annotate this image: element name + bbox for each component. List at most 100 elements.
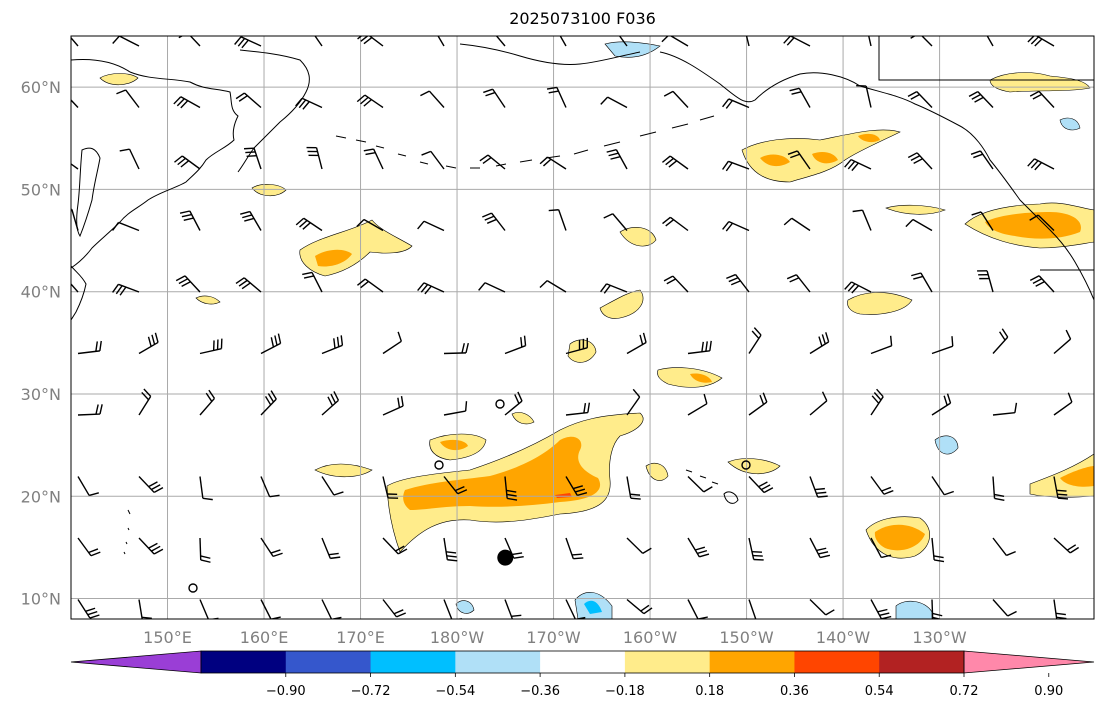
wind-barb xyxy=(748,599,767,619)
wind-barb xyxy=(539,280,567,293)
wind-barb xyxy=(417,220,445,232)
colorbar-segment xyxy=(794,651,880,673)
contour-yellow-small-14 xyxy=(511,412,535,425)
contour-orange-e xyxy=(1060,466,1094,487)
contour-orange-nw xyxy=(315,249,352,267)
contour-blue-6 xyxy=(1059,117,1081,131)
wind-barb xyxy=(199,338,223,355)
map-title: 2025073100 F036 xyxy=(509,9,656,28)
wind-barb xyxy=(783,217,811,232)
calm-circle xyxy=(434,460,444,470)
shaded-contours xyxy=(99,41,1094,619)
wind-barb xyxy=(382,476,399,499)
wind-barb xyxy=(77,404,103,416)
contour-yellow-small-5 xyxy=(619,227,657,247)
coast-mariana xyxy=(123,509,131,555)
colorbar-frame xyxy=(200,650,965,674)
wind-barb xyxy=(626,537,652,554)
wind-barb xyxy=(71,36,79,47)
wind-barb xyxy=(606,149,628,170)
wind-barb xyxy=(443,401,468,416)
wind-barb xyxy=(870,537,892,559)
wind-barb xyxy=(603,213,628,231)
wind-barb xyxy=(382,599,406,618)
lat-tick-label: 60°N xyxy=(21,78,61,97)
location-marker xyxy=(497,549,514,566)
wind-barb xyxy=(356,94,384,109)
wind-barb xyxy=(1029,90,1055,108)
wind-barbs xyxy=(71,36,1080,619)
wind-barb xyxy=(77,340,102,355)
wind-barb xyxy=(138,332,159,355)
contour-yellow-small-4 xyxy=(567,339,597,363)
wind-barb xyxy=(240,210,262,231)
wind-barb xyxy=(495,36,506,47)
colorbar-segment xyxy=(624,651,711,673)
contour-orange-central xyxy=(403,436,601,510)
coast-aleutians xyxy=(335,115,715,169)
wind-barb xyxy=(174,155,201,170)
wind-barb xyxy=(870,476,894,495)
colorbar-tick-label: 0.90 xyxy=(1034,684,1063,699)
contour-yellow-small-3 xyxy=(599,289,644,319)
wind-barb xyxy=(661,155,689,170)
colorbar-tick-label: −0.18 xyxy=(605,684,645,699)
wind-barb xyxy=(809,598,835,616)
lon-tick-label: 140°W xyxy=(816,628,871,647)
wind-barb xyxy=(1053,329,1072,355)
wind-barb xyxy=(931,537,945,563)
wind-barb xyxy=(1053,599,1067,619)
wind-barb xyxy=(844,158,872,172)
small-markers xyxy=(188,399,751,593)
wind-barb xyxy=(565,599,586,619)
contour-yellow-small-15 xyxy=(195,295,221,305)
wind-barb xyxy=(173,96,201,109)
wind-barb xyxy=(970,150,994,170)
wind-barb xyxy=(178,36,201,47)
wind-barb xyxy=(1053,537,1080,554)
wind-barb xyxy=(1029,214,1055,232)
latitude-labels: 10°N 20°N 30°N 40°N 50°N 60°N xyxy=(21,78,61,608)
wind-barb xyxy=(482,212,506,231)
map-frame xyxy=(70,35,1095,620)
calm-circle xyxy=(741,460,751,470)
lat-tick-label: 50°N xyxy=(21,180,61,199)
lon-tick-label: 150°W xyxy=(719,628,774,647)
contour-blue-1 xyxy=(604,41,661,58)
wind-barb xyxy=(77,599,100,619)
wind-barb xyxy=(479,154,506,170)
wind-barb xyxy=(992,599,1017,617)
wind-barb xyxy=(870,599,892,619)
lon-tick-label: 180°W xyxy=(430,628,485,647)
lon-tick-label: 170°W xyxy=(526,628,581,647)
wind-barb xyxy=(905,218,933,232)
wind-barb xyxy=(356,278,384,293)
wind-barb xyxy=(626,388,641,416)
wind-barb xyxy=(992,476,1005,502)
wind-barb xyxy=(626,476,641,500)
wind-barb xyxy=(662,216,689,232)
wind-barb xyxy=(437,36,445,47)
lon-tick-label: 130°W xyxy=(912,628,967,647)
wind-barb xyxy=(1029,275,1055,293)
coast-japan xyxy=(71,265,87,321)
wind-barb xyxy=(302,271,323,293)
wind-barb xyxy=(504,476,518,501)
wind-barb xyxy=(321,335,344,355)
wind-barb xyxy=(1053,476,1069,500)
contour-orange-small-2 xyxy=(690,373,712,383)
wind-barb xyxy=(443,599,463,619)
lat-tick-label: 10°N xyxy=(21,590,61,609)
wind-barb xyxy=(234,36,262,49)
wind-barb xyxy=(931,336,954,355)
wind-barb xyxy=(295,217,323,232)
wind-barb xyxy=(504,335,527,355)
wind-barb xyxy=(687,340,712,355)
wind-barb xyxy=(809,391,828,416)
wind-barb xyxy=(992,402,1018,416)
wind-barb xyxy=(382,537,408,555)
wind-barb xyxy=(748,537,764,561)
contour-cyan-3 xyxy=(584,600,602,614)
lat-tick-label: 20°N xyxy=(21,487,61,506)
